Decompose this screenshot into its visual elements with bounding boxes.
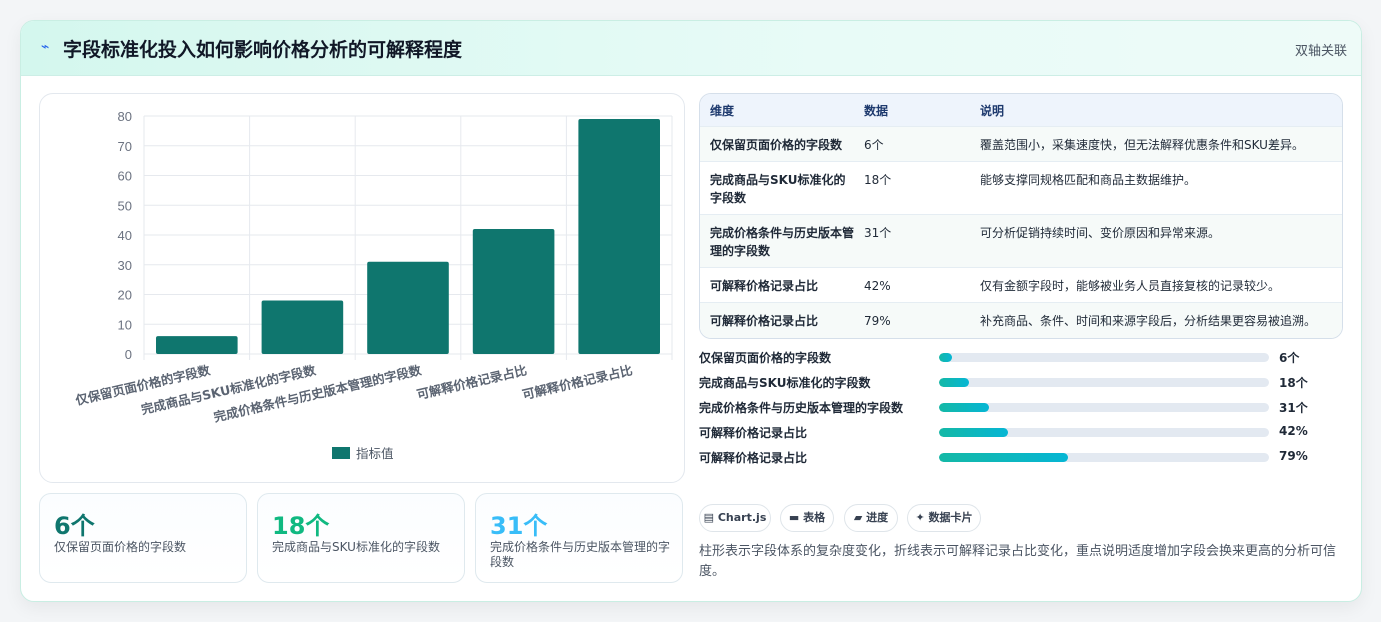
- table-header-data: 数据: [854, 94, 970, 127]
- bar: [472, 229, 555, 354]
- bar-chart: 01020304050607080仅保留页面价格的字段数完成商品与SKU标准化的…: [73, 109, 673, 461]
- table-cell-description: 仅有金额字段时，能够被业务人员直接复核的记录较少。: [970, 267, 1342, 303]
- progress-label: 完成商品与SKU标准化的字段数: [699, 376, 871, 390]
- kpi-label: 完成商品与SKU标准化的字段数: [272, 540, 440, 554]
- table-row: 完成商品与SKU标准化的字段数 18个 能够支撑同规格匹配和商品主数据维护。: [700, 161, 1342, 215]
- kpi-value: 18个: [272, 512, 330, 540]
- table-cell-description: 补充商品、条件、时间和来源字段后，分析结果更容易被追溯。: [970, 302, 1342, 338]
- progress-track: [939, 403, 1269, 412]
- tag-progress[interactable]: ▰ 进度: [844, 504, 898, 532]
- kpi-label: 完成价格条件与历史版本管理的字段数: [490, 540, 671, 569]
- progress-label: 可解释价格记录占比: [699, 451, 808, 465]
- bar: [261, 300, 344, 354]
- progress-track: [939, 353, 1269, 362]
- kpi-card: 31个 完成价格条件与历史版本管理的字段数: [475, 493, 683, 583]
- progress-track: [939, 378, 1269, 387]
- table-cell-value: 31个: [854, 214, 970, 268]
- kpi-card: 6个 仅保留页面价格的字段数: [39, 493, 247, 583]
- sparkle-icon: ✦: [915, 511, 925, 524]
- tag-table[interactable]: ▬ 表格: [780, 504, 834, 532]
- progress-value: 31个: [1279, 401, 1308, 415]
- table-header-dimension: 维度: [700, 94, 854, 127]
- progress-row: 可解释价格记录占比 42%: [699, 422, 1339, 442]
- table-cell-value: 6个: [854, 126, 970, 162]
- table-cell-description: 可分析促销持续时间、变价原因和异常来源。: [970, 214, 1342, 268]
- data-table: 维度 数据 说明 仅保留页面价格的字段数 6个 覆盖范围小，采集速度快，但无法解…: [699, 93, 1343, 339]
- progress-fill: [939, 378, 969, 387]
- table-cell-dimension: 可解释价格记录占比: [700, 302, 854, 338]
- progress-fill: [939, 403, 989, 412]
- progress-value: 79%: [1279, 449, 1308, 463]
- x-tick-label: 可解释价格记录占比: [521, 362, 634, 402]
- progress-value: 18个: [1279, 376, 1308, 390]
- tag-data-card[interactable]: ✦ 数据卡片: [907, 504, 981, 532]
- chart-icon: ▤: [703, 511, 715, 524]
- progress-icon: ▰: [853, 511, 863, 524]
- table-cell-description: 覆盖范围小，采集速度快，但无法解释优惠条件和SKU差异。: [970, 126, 1342, 162]
- tag-label: 表格: [803, 511, 826, 524]
- main-card: ⌁ 字段标准化投入如何影响价格分析的可解释程度 双轴关联 0 10 20 30 40 50…: [20, 20, 1362, 602]
- bar: [367, 261, 449, 354]
- table-cell-dimension: 完成商品与SKU标准化的字段数: [700, 161, 854, 215]
- header-subtitle: 双轴关联: [1294, 44, 1347, 59]
- page-title: 字段标准化投入如何影响价格分析的可解释程度: [63, 39, 463, 61]
- tag-label: 数据卡片: [928, 511, 973, 524]
- table-header-description: 说明: [970, 94, 1342, 127]
- table-cell-dimension: 仅保留页面价格的字段数: [700, 126, 854, 162]
- kpi-value: 31个: [490, 512, 548, 540]
- progress-label: 完成价格条件与历史版本管理的字段数: [699, 401, 904, 415]
- y-tick-label: 60: [118, 169, 132, 184]
- progress-fill: [939, 353, 953, 362]
- progress-fill: [939, 428, 1009, 437]
- table-row: 仅保留页面价格的字段数 6个 覆盖范围小，采集速度快，但无法解释优惠条件和SKU…: [700, 126, 1342, 162]
- progress-value: 42%: [1279, 424, 1308, 438]
- legend-swatch: [332, 447, 350, 459]
- y-tick-label: 70: [118, 139, 132, 154]
- lightning-icon: ⌁: [41, 39, 50, 55]
- progress-row: 仅保留页面价格的字段数 6个: [699, 347, 1339, 367]
- y-tick-label: 50: [118, 198, 132, 213]
- tag-label: 进度: [866, 511, 889, 524]
- table-cell-value: 18个: [854, 161, 970, 215]
- y-tick-label: 30: [118, 258, 132, 273]
- progress-label: 仅保留页面价格的字段数: [699, 351, 832, 365]
- table-cell-value: 79%: [854, 302, 970, 338]
- progress-value: 6个: [1279, 351, 1300, 365]
- tag-chartjs[interactable]: ▤ Chart.js: [699, 504, 771, 532]
- table-icon: ▬: [788, 511, 800, 524]
- bar-chart-panel: 0 10 20 30 40 50 60 70 80 仅保留页面价格的字段数 完成商品与SKU标准化的…: [39, 93, 685, 483]
- table-cell-dimension: 可解释价格记录占比: [700, 267, 854, 303]
- progress-track: [939, 428, 1269, 437]
- progress-row: 完成商品与SKU标准化的字段数 18个: [699, 372, 1339, 392]
- progress-label: 可解释价格记录占比: [699, 426, 808, 440]
- y-tick-label: 10: [118, 317, 132, 332]
- table-row: 可解释价格记录占比 79% 补充商品、条件、时间和来源字段后，分析结果更容易被追…: [700, 302, 1342, 338]
- progress-track: [939, 453, 1269, 462]
- kpi-value: 6个: [54, 512, 95, 540]
- kpi-card: 18个 完成商品与SKU标准化的字段数: [257, 493, 465, 583]
- table-row: 完成价格条件与历史版本管理的字段数 31个 可分析促销持续时间、变价原因和异常来…: [700, 214, 1342, 268]
- y-tick-label: 80: [118, 109, 132, 124]
- y-tick-label: 40: [118, 228, 132, 243]
- table-cell-description: 能够支撑同规格匹配和商品主数据维护。: [970, 161, 1342, 215]
- chart-note: 柱形表示字段体系的复杂度变化，折线表示可解释记录占比变化，重点说明适度增加字段会…: [699, 544, 1337, 579]
- y-tick-label: 0: [125, 347, 132, 362]
- kpi-label: 仅保留页面价格的字段数: [54, 540, 187, 554]
- table-cell-dimension: 完成价格条件与历史版本管理的字段数: [700, 214, 854, 268]
- bar: [156, 336, 238, 354]
- bar: [578, 118, 660, 354]
- table-cell-value: 42%: [854, 267, 970, 303]
- card-header: ⌁ 字段标准化投入如何影响价格分析的可解释程度 双轴关联: [21, 21, 1361, 76]
- progress-row: 完成价格条件与历史版本管理的字段数 31个: [699, 397, 1339, 417]
- tag-label: Chart.js: [717, 511, 767, 524]
- progress-fill: [939, 453, 1068, 462]
- table-row: 可解释价格记录占比 42% 仅有金额字段时，能够被业务人员直接复核的记录较少。: [700, 267, 1342, 303]
- x-tick-label: 可解释价格记录占比: [415, 362, 528, 402]
- progress-row: 可解释价格记录占比 79%: [699, 447, 1339, 467]
- y-tick-label: 20: [118, 288, 132, 303]
- legend-label: 指标值: [356, 446, 394, 461]
